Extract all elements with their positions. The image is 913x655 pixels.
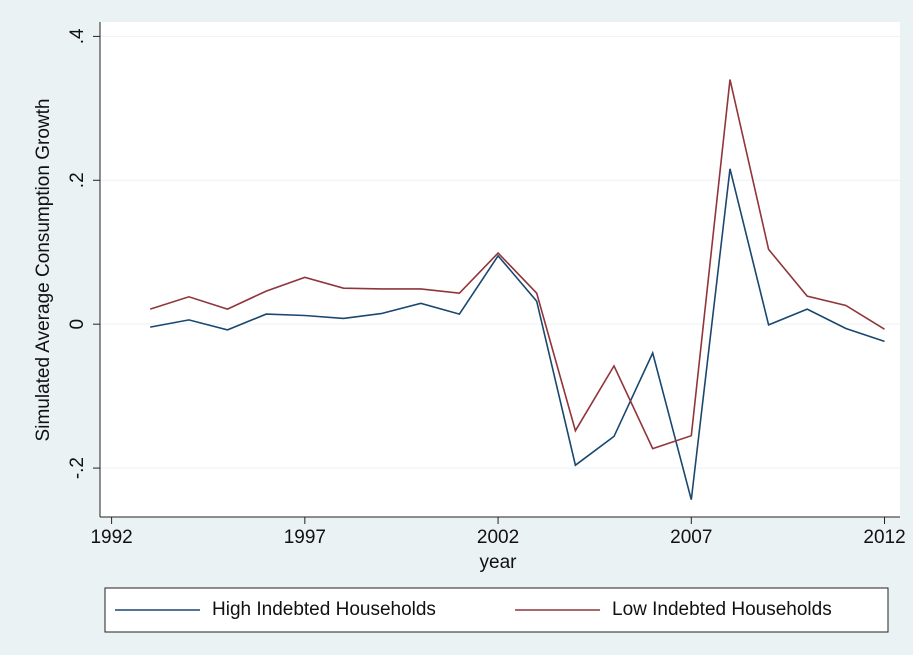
y-tick-label: -.2 [67, 457, 88, 479]
x-tick-label: 2007 [670, 527, 712, 548]
x-tick-label: 1997 [284, 527, 326, 548]
x-tick-label: 1992 [90, 527, 132, 548]
y-tick-label: 0 [67, 319, 88, 330]
x-tick-label: 2002 [477, 527, 519, 548]
x-tick-label: 2012 [863, 527, 905, 548]
y-axis-label: Simulated Average Consumption Growth [33, 99, 54, 442]
plot-area [100, 22, 900, 517]
x-axis-label: year [480, 552, 518, 573]
legend-label: Low Indebted Households [612, 599, 832, 620]
y-tick-label: .4 [67, 28, 88, 44]
series-line [150, 168, 885, 500]
y-tick-label: .2 [67, 172, 88, 188]
series-line [149, 79, 885, 450]
legend-label: High Indebted Households [212, 599, 436, 620]
legend-box [104, 587, 889, 633]
